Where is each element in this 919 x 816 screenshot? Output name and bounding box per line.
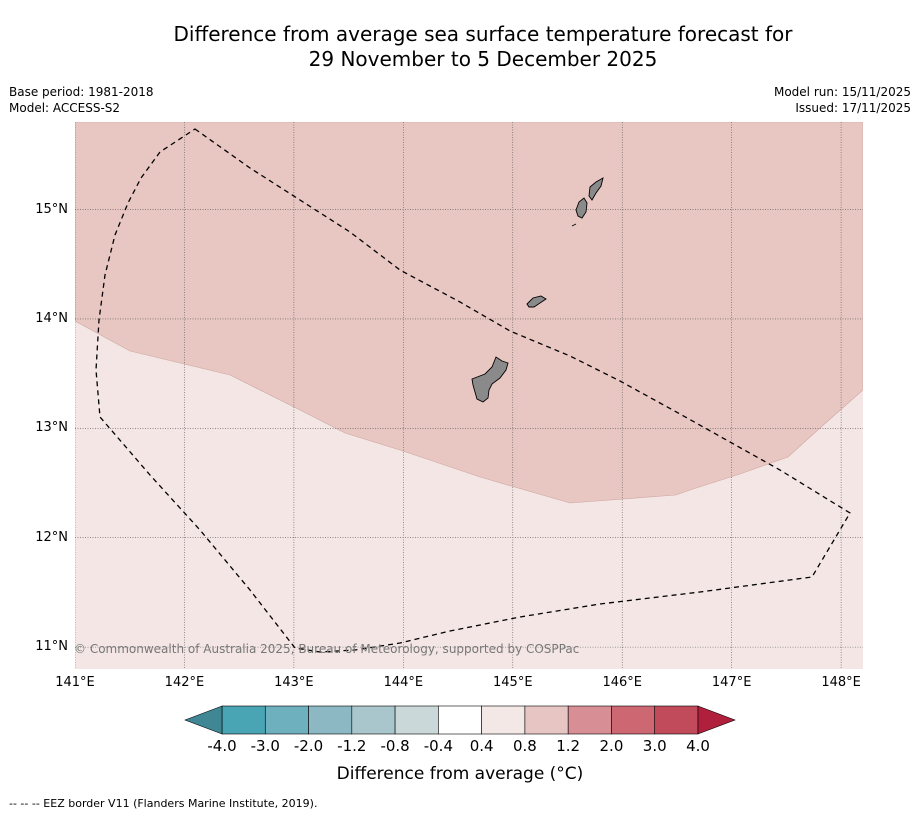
islands — [471, 177, 604, 403]
colorbar-tick-11: 4.0 — [686, 737, 710, 755]
chart-title: Difference from average sea surface temp… — [133, 22, 833, 72]
meta-right: Model run: 15/11/2025 Issued: 17/11/2025 — [774, 84, 911, 116]
colorbar-tick-6: 0.4 — [469, 737, 494, 755]
lat-label-12: 12°N — [35, 529, 68, 545]
colorbar-bin-5 — [438, 705, 482, 735]
colorbar-tick-8: 1.2 — [556, 737, 581, 755]
meta-left: Base period: 1981-2018 Model: ACCESS-S2 — [9, 84, 154, 116]
colorbar-tick-4: -0.8 — [380, 737, 410, 755]
colorbar-bin-3 — [351, 705, 396, 735]
colorbar-under-arrow — [184, 705, 223, 735]
lon-label-145: 145°E — [493, 675, 533, 690]
lat-label-13: 13°N — [35, 420, 68, 436]
lat-label-14: 14°N — [35, 310, 68, 326]
colorbar-tick-0: -4.0 — [207, 737, 237, 755]
colorbar-bin-2 — [308, 705, 353, 735]
lon-label-142: 142°E — [164, 675, 205, 690]
colorbar-title: Difference from average (°C) — [336, 764, 584, 784]
lon-label-148: 148°E — [821, 675, 861, 690]
title-line-1: Difference from average sea surface temp… — [173, 22, 793, 46]
rota-island — [526, 295, 547, 308]
colorbar-tick-7: 0.8 — [512, 737, 537, 755]
base-period: Base period: 1981-2018 — [9, 85, 154, 99]
lon-label-143: 143°E — [274, 675, 314, 690]
colorbar-bin-7 — [524, 705, 569, 735]
islet — [571, 223, 577, 227]
colorbar-bin-4 — [394, 705, 439, 735]
model-name: Model: ACCESS-S2 — [9, 101, 121, 115]
colorbar-bin-9 — [611, 705, 656, 735]
lat-label-15: 15°N — [35, 201, 68, 217]
colorbar-bin-1 — [264, 705, 309, 735]
guam-island — [471, 356, 509, 403]
lon-label-144: 144°E — [383, 675, 424, 690]
title-line-2: 29 November to 5 December 2025 — [308, 47, 658, 71]
colorbar-tick-10: 3.0 — [642, 737, 667, 755]
colorbar-tick-2: -2.0 — [293, 737, 324, 755]
colorbar-tick-1: -3.0 — [250, 737, 280, 755]
colorbar-bin-10 — [654, 705, 699, 735]
colorbar — [184, 705, 736, 735]
copyright-note: © Commonwealth of Australia 2025, Bureau… — [74, 642, 580, 656]
tinian-island — [575, 197, 588, 219]
colorbar-tick-9: 2.0 — [599, 737, 624, 755]
lat-label-11: 11°N — [35, 639, 68, 655]
colorbar-tick-5: -0.4 — [423, 737, 453, 755]
lon-label-147: 147°E — [711, 675, 752, 690]
issued-date: Issued: 17/11/2025 — [795, 101, 911, 115]
graticule — [75, 122, 863, 669]
saipan-island — [588, 177, 604, 201]
eez-legend-note: -- -- -- EEZ border V11 (Flanders Marine… — [9, 797, 318, 810]
colorbar-bin-8 — [567, 705, 612, 735]
colorbar-over-arrow — [697, 705, 736, 735]
region-0-8-to-1-2 — [75, 122, 863, 504]
colorbar-bin-0 — [221, 705, 266, 735]
eez-border — [95, 128, 851, 653]
model-run: Model run: 15/11/2025 — [773, 85, 911, 99]
lon-label-146: 146°E — [602, 675, 642, 690]
colorbar-bin-6 — [481, 705, 526, 735]
colorbar-tick-3: -1.2 — [337, 737, 367, 755]
lon-label-141: 141°E — [55, 675, 95, 690]
